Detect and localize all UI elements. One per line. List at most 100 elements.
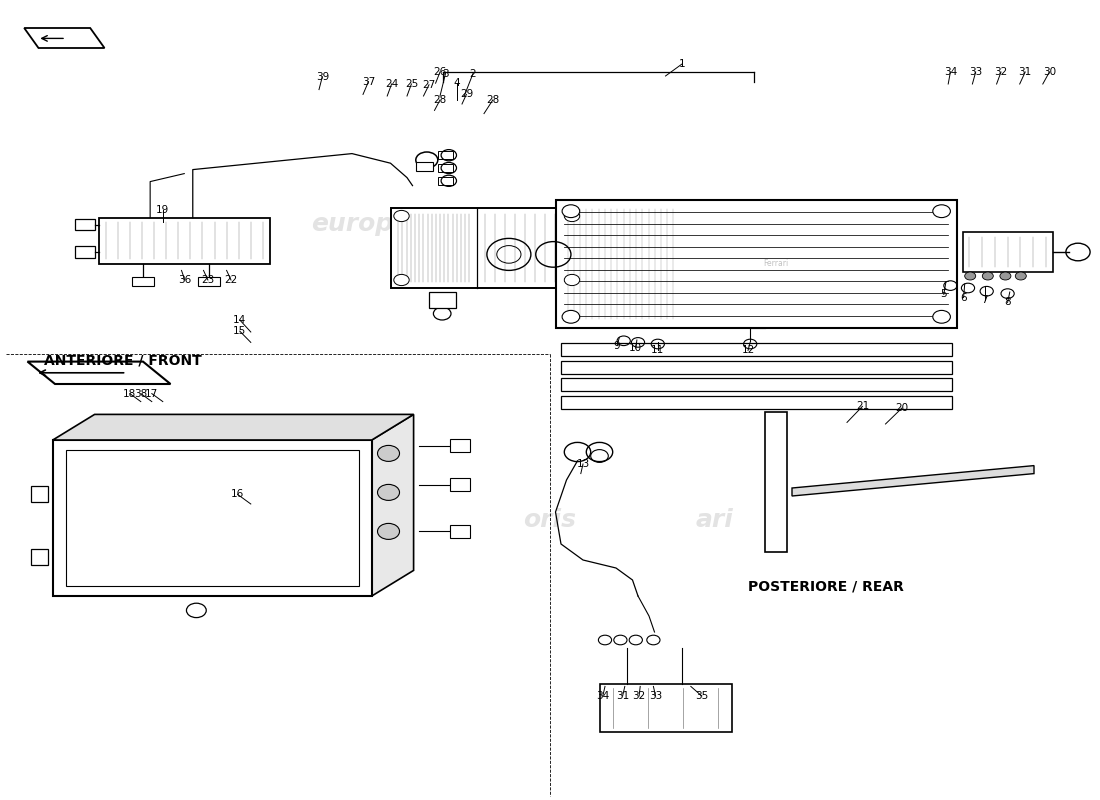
Text: 8: 8 xyxy=(1004,298,1011,307)
Text: 3: 3 xyxy=(442,69,449,78)
Bar xyxy=(587,234,609,248)
Bar xyxy=(556,200,957,328)
Bar xyxy=(75,246,95,258)
Text: 26: 26 xyxy=(433,67,447,77)
Bar xyxy=(600,684,732,732)
Circle shape xyxy=(933,310,950,323)
Polygon shape xyxy=(53,414,414,440)
Text: 11: 11 xyxy=(651,346,664,355)
Circle shape xyxy=(562,310,580,323)
Circle shape xyxy=(394,210,409,222)
Text: 14: 14 xyxy=(233,315,246,325)
Text: POSTERIORE / REAR: POSTERIORE / REAR xyxy=(748,580,904,594)
Circle shape xyxy=(562,205,580,218)
Text: europ: europ xyxy=(311,212,393,236)
Text: 2: 2 xyxy=(470,69,476,78)
Bar xyxy=(66,450,359,586)
Circle shape xyxy=(982,272,993,280)
Text: 13: 13 xyxy=(576,459,590,469)
Text: 23: 23 xyxy=(201,275,214,285)
Bar xyxy=(99,218,270,264)
Bar xyxy=(450,525,470,538)
Text: 15: 15 xyxy=(233,326,246,336)
Polygon shape xyxy=(792,466,1034,496)
Bar xyxy=(450,478,470,491)
Text: europ: europ xyxy=(311,508,393,532)
Text: 6: 6 xyxy=(960,293,967,302)
Text: 24: 24 xyxy=(385,79,398,89)
Text: 33: 33 xyxy=(969,67,982,77)
Text: 32: 32 xyxy=(632,691,646,701)
Text: 10: 10 xyxy=(629,343,642,353)
Bar xyxy=(561,396,952,409)
Bar xyxy=(764,412,786,552)
Bar xyxy=(75,219,95,230)
Text: 7: 7 xyxy=(981,295,988,305)
Text: 31: 31 xyxy=(616,691,629,701)
Text: 30: 30 xyxy=(1043,67,1056,77)
Polygon shape xyxy=(24,28,105,48)
Text: 33: 33 xyxy=(649,691,662,701)
Polygon shape xyxy=(28,362,170,384)
Bar xyxy=(561,378,952,391)
Text: 19: 19 xyxy=(156,205,169,214)
Bar xyxy=(561,361,952,374)
Text: 39: 39 xyxy=(316,72,329,82)
Text: ANTERIORE / FRONT: ANTERIORE / FRONT xyxy=(44,354,201,367)
Bar xyxy=(450,439,470,452)
Text: 27: 27 xyxy=(422,80,436,90)
Text: oris: oris xyxy=(524,212,576,236)
Text: 29: 29 xyxy=(460,90,473,99)
Bar xyxy=(438,164,453,172)
Circle shape xyxy=(933,205,950,218)
Bar xyxy=(416,162,433,171)
Text: 28: 28 xyxy=(433,95,447,105)
Text: 18: 18 xyxy=(123,389,136,398)
Text: 38: 38 xyxy=(134,389,147,398)
Text: 35: 35 xyxy=(695,691,708,701)
Text: 28: 28 xyxy=(486,95,499,105)
Text: 22: 22 xyxy=(224,275,238,285)
Text: 34: 34 xyxy=(596,691,609,701)
Polygon shape xyxy=(372,414,414,596)
Text: 37: 37 xyxy=(362,77,375,86)
Bar xyxy=(31,549,48,565)
Text: 32: 32 xyxy=(994,67,1008,77)
Text: 20: 20 xyxy=(895,403,909,413)
Text: 17: 17 xyxy=(145,389,158,398)
Text: 5: 5 xyxy=(940,290,947,299)
Circle shape xyxy=(377,446,399,462)
Circle shape xyxy=(965,272,976,280)
Text: 21: 21 xyxy=(856,402,869,411)
Text: Ferrari: Ferrari xyxy=(763,259,789,269)
Bar xyxy=(198,277,220,286)
Text: 4: 4 xyxy=(453,78,460,88)
Bar xyxy=(438,177,453,185)
Bar xyxy=(587,262,609,276)
Text: ari: ari xyxy=(696,508,734,532)
Text: ari: ari xyxy=(696,212,734,236)
Bar xyxy=(438,151,453,159)
Text: 9: 9 xyxy=(614,341,620,350)
Bar xyxy=(390,208,583,288)
Bar xyxy=(31,486,48,502)
Text: 36: 36 xyxy=(178,275,191,285)
Circle shape xyxy=(564,274,580,286)
Text: 1: 1 xyxy=(679,59,685,69)
Text: 31: 31 xyxy=(1019,67,1032,77)
Circle shape xyxy=(377,484,399,501)
Text: 25: 25 xyxy=(405,79,418,89)
Circle shape xyxy=(1015,272,1026,280)
Circle shape xyxy=(377,523,399,539)
Bar xyxy=(53,440,372,596)
Text: 12: 12 xyxy=(741,346,755,355)
Bar xyxy=(132,277,154,286)
Bar xyxy=(561,343,952,356)
Circle shape xyxy=(394,274,409,286)
Text: 34: 34 xyxy=(944,67,957,77)
Text: 16: 16 xyxy=(231,490,244,499)
Bar xyxy=(962,232,1053,272)
Circle shape xyxy=(564,210,580,222)
Text: oris: oris xyxy=(524,508,576,532)
Bar xyxy=(429,292,456,308)
